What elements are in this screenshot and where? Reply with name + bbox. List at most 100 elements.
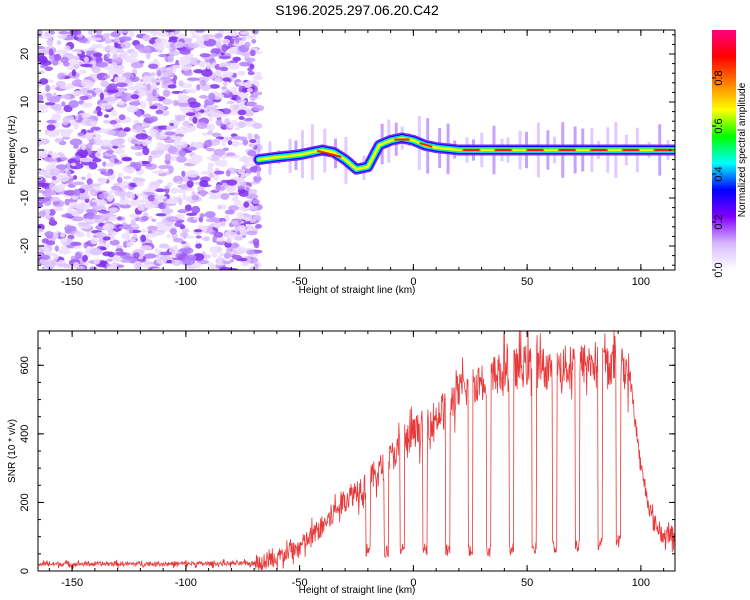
noise-blob [174,30,181,35]
noise-blob [96,111,103,117]
noise-blob [161,109,170,116]
snr-y-tick-label: 400 [19,425,31,443]
noise-blob [190,57,198,61]
noise-blob [235,246,247,254]
noise-blob [237,121,246,129]
noise-blob [236,70,246,76]
noise-blob [164,56,169,62]
noise-blob [237,104,248,112]
noise-blob [157,125,169,130]
noise-blob [62,117,70,123]
noise-blob [249,218,256,224]
noise-blob [75,155,81,161]
snr-y-tick-label: 600 [19,356,31,374]
noise-blob [130,138,138,145]
noise-blob [214,77,222,83]
noise-blob [42,190,53,197]
noise-blob [82,254,88,262]
noise-blob [70,241,82,246]
noise-blob [186,235,195,239]
noise-blob [176,155,187,163]
noise-blob [246,230,258,236]
noise-blob [132,120,141,124]
noise-blob [226,179,238,186]
noise-blob [195,235,202,239]
noise-blob [105,53,111,58]
noise-blob [128,101,142,106]
noise-blob [116,264,125,268]
noise-blob [229,258,234,263]
noise-blob [80,63,93,68]
noise-blob [240,31,250,35]
noise-blob [246,249,256,255]
noise-blob [168,165,174,174]
noise-blob [67,184,76,188]
colorbar-tick-label: 0.0 [713,262,725,277]
noise-blob [128,213,140,219]
noise-blob [251,38,257,44]
noise-blob [151,267,165,270]
chart-title: S196.2025.297.06.20.C42 [275,2,439,18]
noise-blob [166,216,180,223]
noise-blob [67,234,75,240]
noise-blob [169,228,178,235]
noise-blob [163,138,175,144]
snr-panel: -150 -100 -50 0 50 100 0 200 400 600 Height of s… [7,330,676,596]
noise-blob [115,82,128,88]
noise-blob [126,241,135,247]
noise-blob [97,177,108,184]
noise-blob [138,199,145,204]
noise-blob [192,116,198,124]
noise-blob [148,129,159,135]
noise-blob [162,98,174,105]
noise-blob [210,52,217,57]
noise-blob [126,105,139,113]
noise-blob [56,40,62,45]
noise-blob [225,90,230,95]
noise-blob [223,252,231,260]
snr-x-tick-label: -150 [61,577,83,589]
noise-blob [182,192,187,201]
noise-blob [217,255,223,263]
noise-blob [117,172,123,178]
noise-blob [102,33,110,39]
noise-blob [180,184,189,190]
noise-blob [198,216,204,223]
noise-blob [49,55,55,62]
noise-blob [103,75,111,79]
noise-blob [188,101,201,108]
noise-blob [89,183,102,187]
noise-blob [120,259,131,263]
noise-blob [166,234,171,239]
noise-blob [131,62,144,69]
noise-blob [88,37,102,41]
noise-blob [142,147,150,156]
spectrogram-y-tick-label: -10 [19,190,31,206]
noise-blob [71,216,84,222]
noise-blob [121,232,131,240]
noise-blob [244,41,251,48]
noise-blob [181,125,188,130]
noise-blob [41,238,49,244]
noise-blob [193,253,205,261]
noise-blob [178,33,188,39]
noise-blob [173,99,179,107]
noise-blob [219,252,224,257]
noise-blob [72,188,81,197]
noise-blob [252,199,260,205]
noise-blob [115,251,127,256]
noise-blob [135,110,143,118]
noise-blob [132,177,146,183]
noise-blob [215,184,221,192]
noise-blob [190,30,196,35]
noise-blob [219,66,229,72]
noise-blob [94,231,107,238]
noise-blob [128,226,133,234]
noise-blob [212,235,217,243]
noise-blob [195,243,202,249]
noise-blob [179,48,191,55]
noise-blob [181,170,186,177]
snr-x-tick-label: -100 [175,577,197,589]
noise-blob [149,105,158,110]
